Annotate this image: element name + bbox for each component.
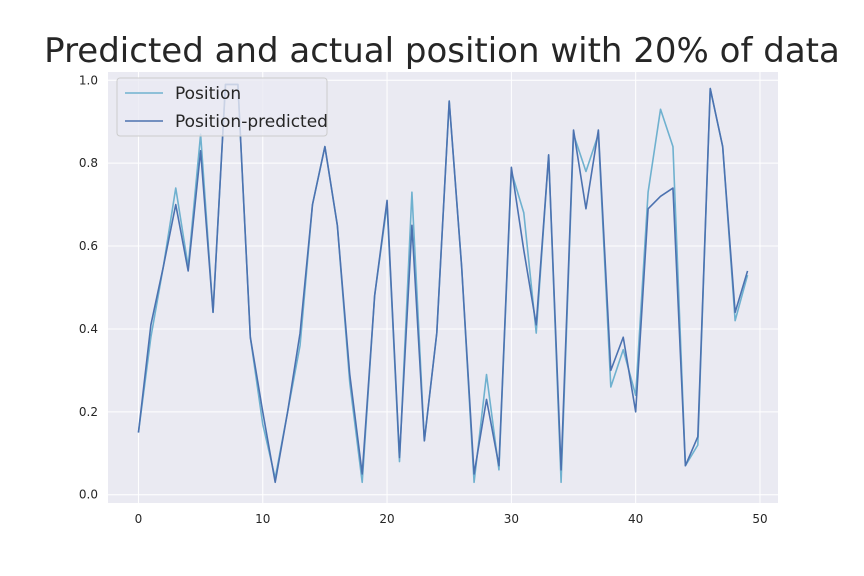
- y-tick-label: 0.4: [79, 322, 98, 336]
- plot-area: [108, 72, 778, 503]
- grid-lines: [108, 72, 778, 503]
- x-tick-label: 10: [255, 512, 270, 526]
- y-tick-label: 0.6: [79, 239, 98, 253]
- chart-title: Predicted and actual position with 20% o…: [44, 31, 840, 71]
- x-tick-label: 50: [752, 512, 767, 526]
- legend: Position Position-predicted: [116, 77, 328, 137]
- y-tick-label: 0.2: [79, 405, 98, 419]
- x-tick-label: 40: [628, 512, 643, 526]
- legend-box: [116, 77, 328, 137]
- legend-label-position-predicted: Position-predicted: [175, 112, 328, 132]
- y-axis-ticks: 0.0 0.2 0.4 0.6 0.8 1.0: [79, 73, 98, 501]
- y-tick-label: 0.0: [79, 488, 98, 502]
- y-tick-label: 1.0: [79, 73, 98, 87]
- legend-label-position: Position: [175, 84, 241, 104]
- y-tick-label: 0.8: [79, 156, 98, 170]
- x-axis-ticks: 0 10 20 30 40 50: [135, 512, 768, 526]
- x-tick-label: 30: [504, 512, 519, 526]
- x-tick-label: 0: [135, 512, 143, 526]
- x-tick-label: 20: [379, 512, 394, 526]
